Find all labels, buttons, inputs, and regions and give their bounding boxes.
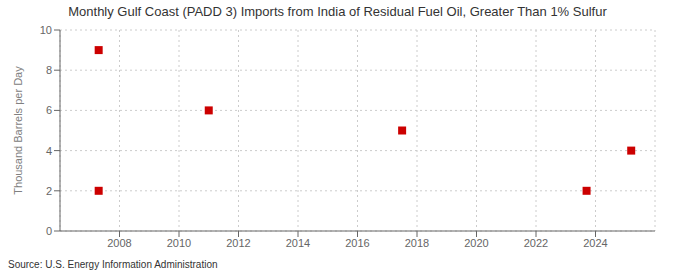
svg-text:2022: 2022 <box>524 237 548 249</box>
svg-text:2008: 2008 <box>107 237 131 249</box>
svg-text:0: 0 <box>46 225 52 237</box>
svg-text:2014: 2014 <box>286 237 310 249</box>
html-text:Source: U.S. Energy Informatio: Source: U.S. Energy Information Administ… <box>8 259 218 270</box>
svg-text:2016: 2016 <box>345 237 369 249</box>
svg-text:2018: 2018 <box>405 237 429 249</box>
html-text:Monthly Gulf Coast (PADD 3) Im: Monthly Gulf Coast (PADD 3) Imports from… <box>68 4 607 19</box>
svg-text:Thousand Barrels per Day: Thousand Barrels per Day <box>12 66 24 195</box>
svg-text:2012: 2012 <box>226 237 250 249</box>
svg-text:2024: 2024 <box>583 237 607 249</box>
svg-text:10: 10 <box>40 24 52 36</box>
svg-text:8: 8 <box>46 64 52 76</box>
svg-text:4: 4 <box>46 145 52 157</box>
svg-text:2: 2 <box>46 185 52 197</box>
svg-text:2020: 2020 <box>464 237 488 249</box>
svg-text:6: 6 <box>46 104 52 116</box>
svg-text:2010: 2010 <box>167 237 191 249</box>
